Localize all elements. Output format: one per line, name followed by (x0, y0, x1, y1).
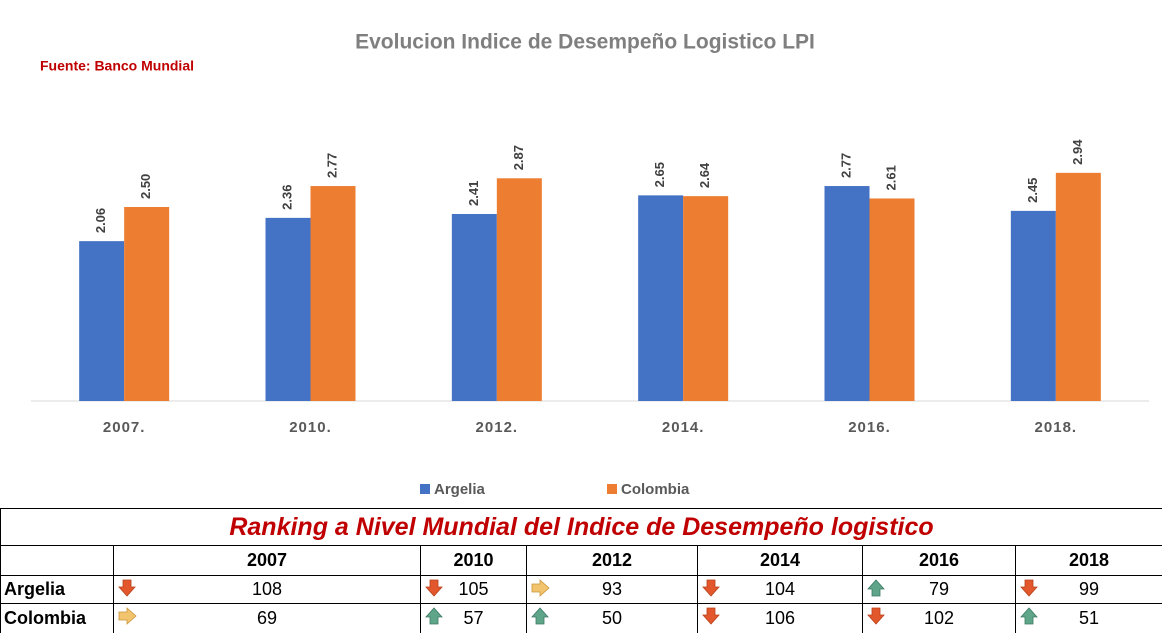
rank-cell: 79 (862, 575, 1015, 603)
rank-cell: 69 (113, 603, 420, 633)
legend-swatch (607, 484, 617, 494)
chart: Evolucion Indice de Desempeño Logistico … (31, 31, 1149, 498)
cell-text: 104 (764, 579, 796, 599)
rank-cell: 50 (526, 603, 697, 633)
cell-text: 2007 (246, 550, 288, 570)
chart-title: Evolucion Indice de Desempeño Logistico … (355, 31, 815, 54)
data-label: 2.06 (93, 208, 108, 233)
data-label: 2.77 (324, 153, 339, 178)
ranking-table: Ranking a Nivel Mundial del Indice de De… (0, 508, 1162, 633)
header-cell: 2010 (420, 545, 526, 575)
trend-icon (531, 579, 550, 597)
legend-label: Colombia (621, 481, 690, 498)
cell-text: 2012 (591, 550, 633, 570)
data-label: 2.77 (838, 153, 853, 178)
bar (683, 196, 729, 401)
bar (869, 198, 915, 401)
rank-cell: 102 (862, 603, 1015, 633)
trend-icon (702, 607, 720, 625)
data-label: 2.87 (511, 145, 526, 170)
trend-icon (867, 607, 885, 625)
trend-icon (425, 607, 443, 625)
cell-text: 108 (251, 579, 283, 599)
header-cell: 2018 (1015, 545, 1162, 575)
header-cell: 2012 (526, 545, 697, 575)
legend-swatch (420, 484, 430, 494)
cell-text: 106 (764, 608, 796, 628)
cell-text: 2016 (918, 550, 960, 570)
rank-cell: 99 (1015, 575, 1162, 603)
cell-text: Colombia (4, 608, 87, 628)
cell-text: 79 (928, 579, 950, 599)
cell-text: 69 (256, 608, 278, 628)
header-cell: 2014 (697, 545, 862, 575)
data-label: 2.65 (652, 162, 667, 187)
rank-cell: 104 (697, 575, 862, 603)
x-tick-label: 2016. (848, 419, 891, 436)
chart-subtitle: Fuente: Banco Mundial (40, 58, 194, 74)
rank-cell: 57 (420, 603, 526, 633)
cell-text: 51 (1078, 608, 1100, 628)
header-cell: 2007 (113, 545, 420, 575)
cell-text: Ranking a Nivel Mundial del Indice de De… (229, 512, 934, 541)
trend-icon (1020, 607, 1038, 625)
rank-cell: 108 (113, 575, 420, 603)
rank-cell: 51 (1015, 603, 1162, 633)
cell-text: Argelia (4, 579, 66, 599)
rank-cell: 105 (420, 575, 526, 603)
trend-icon (118, 607, 137, 625)
trend-icon (531, 607, 549, 625)
cell-text: 57 (463, 608, 484, 628)
x-tick-label: 2012. (476, 419, 519, 436)
row-name: Argelia (0, 575, 113, 603)
table-title: Ranking a Nivel Mundial del Indice de De… (0, 508, 1162, 545)
cell-text: 102 (923, 608, 955, 628)
cell-text: 2014 (759, 550, 801, 570)
cell-text: 50 (601, 608, 623, 628)
bar (79, 241, 125, 401)
trend-icon (1020, 579, 1038, 597)
trend-icon (702, 579, 720, 597)
header-cell (0, 545, 113, 575)
trend-icon (425, 579, 443, 597)
bar (1010, 210, 1056, 401)
rank-cell: 106 (697, 603, 862, 633)
data-label: 2.64 (697, 162, 712, 188)
data-label: 2.36 (279, 185, 294, 210)
cell-text: 93 (601, 579, 623, 599)
bar (451, 213, 497, 401)
x-tick-label: 2018. (1035, 419, 1078, 436)
legend-label: Argelia (434, 481, 486, 498)
bar (1055, 172, 1101, 401)
bar (310, 186, 356, 401)
cell-text: 99 (1078, 579, 1100, 599)
x-tick-label: 2007. (103, 419, 146, 436)
rank-cell: 93 (526, 575, 697, 603)
x-tick-label: 2010. (289, 419, 332, 436)
bar (638, 195, 684, 401)
cell-text: 2018 (1068, 550, 1110, 570)
header-cell: 2016 (862, 545, 1015, 575)
data-label: 2.50 (138, 174, 153, 199)
cell-text: 2010 (453, 550, 494, 570)
data-label: 2.41 (466, 181, 481, 206)
trend-icon (867, 579, 885, 597)
trend-icon (118, 579, 136, 597)
bar (124, 207, 170, 401)
cell-text: 105 (458, 579, 489, 599)
row-name: Colombia (0, 603, 113, 633)
bar (824, 186, 870, 401)
bar (265, 217, 311, 401)
data-label: 2.94 (1070, 139, 1085, 165)
data-label: 2.45 (1025, 178, 1040, 203)
bar (496, 178, 542, 401)
x-tick-label: 2014. (662, 419, 705, 436)
data-label: 2.61 (883, 165, 898, 190)
